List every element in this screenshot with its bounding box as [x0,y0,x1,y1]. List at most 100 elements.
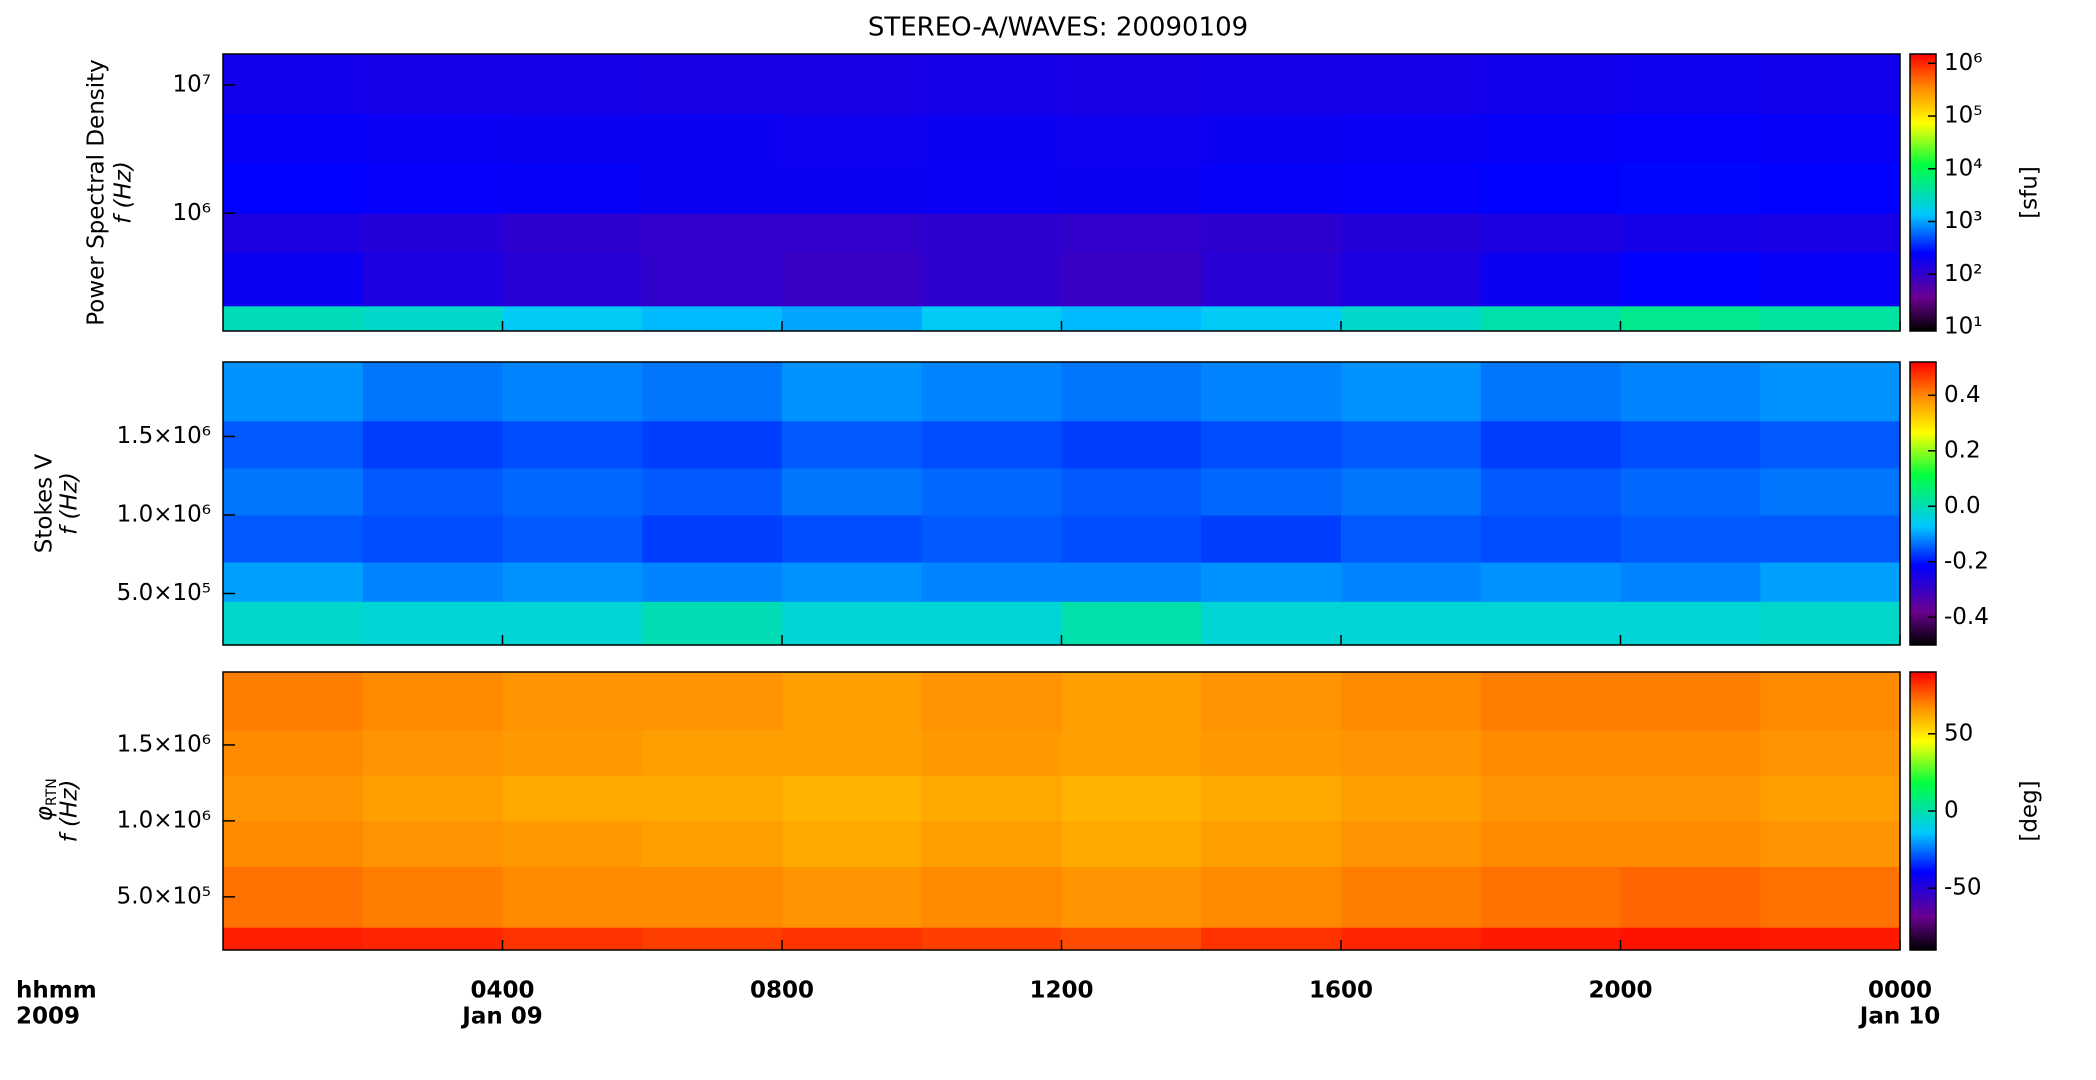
heatmap-cell [782,562,923,602]
heatmap-cell [921,820,1062,867]
heatmap-cell [1341,420,1482,469]
heatmap-cell [362,467,503,516]
heatmap-cell [921,601,1062,646]
heatmap-cell [642,820,783,867]
y-axis-title: Power Spectral Density [84,59,110,326]
heatmap-cell [1760,866,1901,928]
heatmap-cell [502,927,643,951]
heatmap-cell [502,362,643,422]
y-axis-symbol: φ [32,806,58,821]
heatmap-cell [223,251,364,307]
heatmap-cell [362,420,503,469]
heatmap-cell [502,54,643,114]
colorbar-tick-label: 0 [1944,798,1959,824]
colorbar-tick-label: 10¹ [1944,314,1983,340]
heatmap-cell [1061,866,1202,928]
heatmap-cell [1620,251,1761,307]
x-tick-label: 0400 [470,978,534,1004]
heatmap-cell [502,213,643,253]
heatmap-cell [1760,213,1901,253]
heatmap-cell [1480,162,1621,214]
colorbar-label: [deg] [2017,780,2043,841]
heatmap-cell [642,775,783,822]
heatmap-cell [642,562,783,602]
heatmap-cell [1201,927,1342,951]
heatmap-cell [782,866,923,928]
heatmap-cell [1201,362,1342,422]
heatmap-cell [1760,54,1901,114]
heatmap-cell [362,672,503,731]
heatmap-cell [921,467,1062,516]
heatmap-cell [921,927,1062,951]
colorbar-tick-label: 10⁵ [1944,103,1983,129]
colorbar-label: [sfu] [2017,166,2043,219]
heatmap-cell [502,729,643,776]
heatmap-cell [1480,362,1621,422]
heatmap-cell [223,54,364,114]
heatmap-cell [642,213,783,253]
heatmap-cell [1480,251,1621,307]
heatmap-cell [1061,251,1202,307]
heatmap-cell [1341,866,1482,928]
x-tick-label: 0800 [750,978,814,1004]
heatmap-cell [223,672,364,731]
y-tick-label: 5.0×10⁵ [117,883,211,909]
heatmap-cell [782,305,923,332]
heatmap-cell [1341,514,1482,563]
heatmap-cell [921,866,1062,928]
heatmap-cell [1061,213,1202,253]
heatmap-cell [921,54,1062,114]
heatmap-cell [1760,467,1901,516]
heatmap-cell [1760,362,1901,422]
heatmap-cell [642,251,783,307]
heatmap-cell [223,213,364,253]
heatmap-cell [921,251,1062,307]
x-tick-label: 1600 [1309,978,1373,1004]
colorbar-tick-label: -50 [1944,875,1982,901]
heatmap-cell [1201,467,1342,516]
heatmap-cell [921,775,1062,822]
colorbar-frame [1909,53,1937,332]
heatmap-cell [1760,562,1901,602]
heatmap-cell [1201,562,1342,602]
heatmap-cell [1620,672,1761,731]
heatmap-cell [1341,562,1482,602]
heatmap-cell [1061,467,1202,516]
heatmap-cell [1760,514,1901,563]
heatmap-cell [1760,729,1901,776]
heatmap-cell [1480,927,1621,951]
heatmap-cell [1061,672,1202,731]
colorbar-tick-label: -0.4 [1944,604,1989,630]
heatmap-cell [921,162,1062,214]
heatmap-cell [502,820,643,867]
heatmap-cell [1480,213,1621,253]
heatmap-cell [782,514,923,563]
heatmap-cell [502,672,643,731]
heatmap-cell [642,514,783,563]
heatmap-cell [1341,213,1482,253]
heatmap-cell [1760,927,1901,951]
heatmap-cell [782,213,923,253]
heatmap-cell [1201,672,1342,731]
heatmap-cell [362,866,503,928]
colorbar-tick-label: 10² [1944,261,1983,287]
heatmap-cell [1480,601,1621,646]
heatmap-cell [362,251,503,307]
heatmap-cell [1480,467,1621,516]
y-axis-title: Stokes V [32,454,58,554]
y-axis-subscript: RTN [44,778,60,806]
heatmap-cell [223,514,364,563]
heatmap-cell [1480,775,1621,822]
heatmap-cell [642,467,783,516]
x-tick-label: 1200 [1029,978,1093,1004]
heatmap-cell [921,213,1062,253]
x-tick-label: 2000 [1588,978,1652,1004]
heatmap-cell [1480,820,1621,867]
heatmap-cell [1480,420,1621,469]
heatmap-cell [362,113,503,163]
heatmap-cell [223,420,364,469]
heatmap-cell [1760,775,1901,822]
heatmap-cell [223,601,364,646]
heatmap-cell [782,775,923,822]
heatmap-cell [642,54,783,114]
